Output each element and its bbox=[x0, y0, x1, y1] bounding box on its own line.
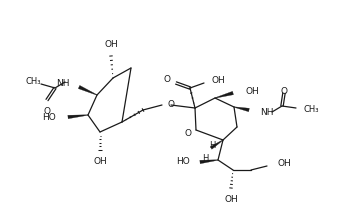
Text: O: O bbox=[163, 75, 170, 83]
Polygon shape bbox=[234, 107, 249, 112]
Text: NH: NH bbox=[56, 78, 70, 87]
Text: OH: OH bbox=[93, 157, 107, 166]
Text: CH₃: CH₃ bbox=[304, 104, 320, 114]
Text: O: O bbox=[184, 129, 192, 138]
Text: O: O bbox=[43, 107, 51, 116]
Polygon shape bbox=[200, 160, 218, 164]
Text: H: H bbox=[208, 140, 215, 150]
Text: O: O bbox=[280, 87, 288, 96]
Text: O: O bbox=[168, 99, 175, 109]
Text: OH: OH bbox=[278, 160, 292, 169]
Text: HO: HO bbox=[176, 157, 190, 167]
Text: OH: OH bbox=[104, 40, 118, 49]
Text: CH₃: CH₃ bbox=[25, 77, 41, 85]
Text: OH: OH bbox=[245, 87, 259, 95]
Polygon shape bbox=[210, 140, 223, 149]
Polygon shape bbox=[215, 91, 234, 98]
Text: NH: NH bbox=[260, 107, 273, 116]
Polygon shape bbox=[78, 85, 97, 95]
Text: H: H bbox=[202, 154, 208, 163]
Text: OH: OH bbox=[224, 195, 238, 204]
Text: OH: OH bbox=[212, 75, 226, 85]
Polygon shape bbox=[68, 115, 88, 119]
Text: HO: HO bbox=[42, 112, 56, 121]
